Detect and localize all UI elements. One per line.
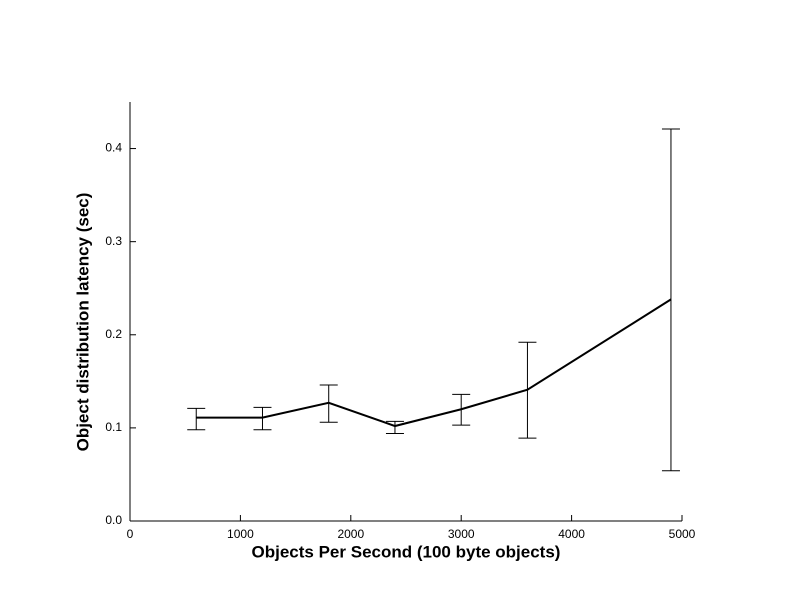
- error-bar: [319, 384, 338, 423]
- error-bar: [452, 393, 471, 426]
- error-bar: [661, 128, 680, 472]
- error-bar: [518, 341, 537, 439]
- error-bar: [187, 407, 206, 431]
- x-tick-label: 0: [127, 527, 134, 541]
- y-tick-label: 0.1: [105, 420, 122, 434]
- y-tick-label: 0.3: [105, 234, 122, 248]
- y-tick-label: 0.4: [105, 141, 122, 155]
- x-tick-label: 1000: [227, 527, 254, 541]
- y-tick-label: 0.0: [105, 513, 122, 527]
- y-axis-title: Object distribution latency (sec): [73, 193, 92, 452]
- x-tick-label: 2000: [337, 527, 364, 541]
- x-tick-label: 5000: [669, 527, 696, 541]
- error-bar: [253, 406, 272, 431]
- x-axis-title: Objects Per Second (100 byte objects): [252, 542, 561, 561]
- x-tick-label: 4000: [558, 527, 585, 541]
- y-tick-label: 0.2: [105, 327, 122, 341]
- x-tick-label: 3000: [448, 527, 475, 541]
- error-bar: [385, 420, 404, 434]
